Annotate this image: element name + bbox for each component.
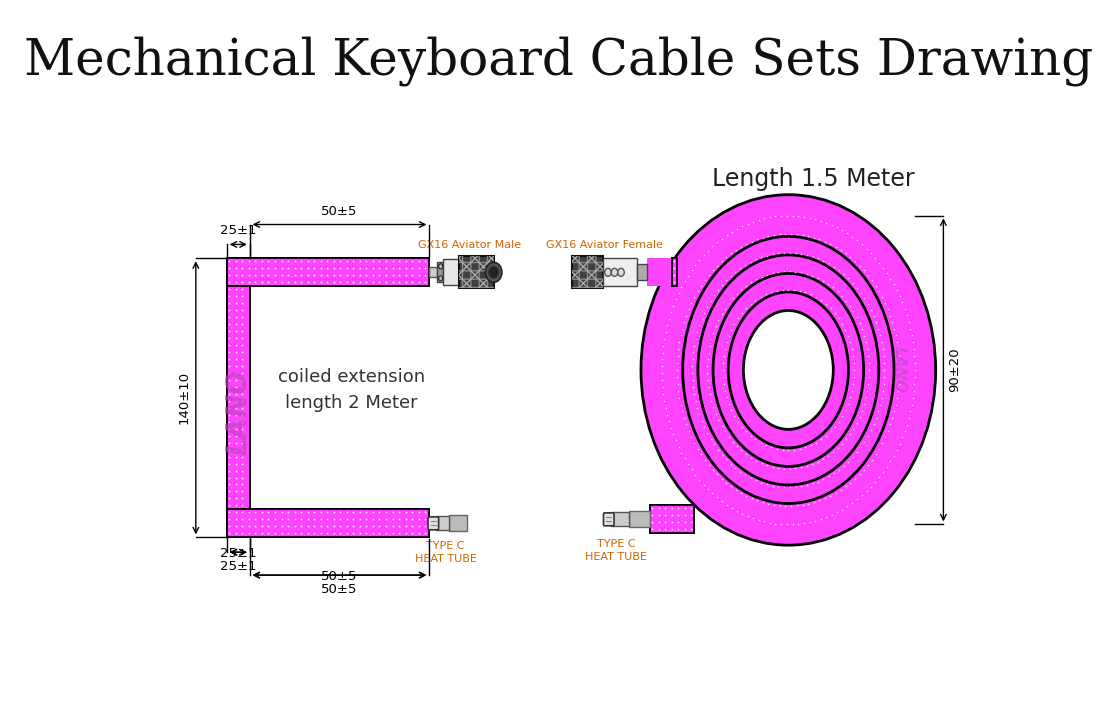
Bar [437,262,443,282]
Text: 50±5: 50±5 [321,204,358,218]
Bar [226,508,430,538]
Bar [436,516,448,530]
Circle shape [751,324,826,416]
Bar [226,286,250,510]
Text: LANO: LANO [225,369,253,455]
Circle shape [605,269,612,276]
FancyBboxPatch shape [428,517,438,529]
Bar [603,258,637,286]
Bar [650,505,694,533]
Bar [647,258,672,286]
Text: 50±5: 50±5 [321,583,358,596]
Bar [226,257,430,287]
FancyBboxPatch shape [604,513,614,526]
Bar [629,511,650,527]
Bar [671,257,678,287]
Bar [227,258,429,286]
Bar [459,257,494,288]
Text: 25±1: 25±1 [220,224,256,238]
Text: GX16 Aviator Female: GX16 Aviator Female [547,240,663,250]
Bar [572,257,603,288]
Bar [572,257,603,288]
Bar [443,259,459,286]
Bar [672,258,676,286]
Text: TYPE C
HEAT TUBE: TYPE C HEAT TUBE [585,539,647,563]
Text: coiled extension
length 2 Meter: coiled extension length 2 Meter [278,367,425,412]
Text: 50±5: 50±5 [321,570,358,583]
Text: Length 1.5 Meter: Length 1.5 Meter [711,166,915,190]
Bar [227,510,429,537]
Bar [448,515,467,532]
Bar [637,264,647,281]
Bar [459,257,494,288]
Circle shape [612,269,618,276]
Bar [227,286,249,510]
Text: LANO: LANO [892,346,907,393]
Circle shape [489,266,499,278]
Bar [227,258,429,286]
Text: TYPE C
HEAT TUBE: TYPE C HEAT TUBE [415,541,476,565]
Bar [648,504,695,534]
Text: Mechanical Keyboard Cable Sets Drawing: Mechanical Keyboard Cable Sets Drawing [25,36,1093,86]
Bar [612,513,629,527]
Circle shape [485,262,502,282]
Bar [572,257,603,288]
Text: 25±1: 25±1 [220,560,256,573]
Text: 90±20: 90±20 [948,348,961,392]
Text: GX16 Aviator Male: GX16 Aviator Male [418,240,522,250]
Circle shape [618,269,624,276]
Circle shape [438,264,443,269]
Bar [672,258,676,286]
Bar [227,510,429,537]
Bar [459,257,494,288]
Bar [650,505,694,533]
Text: 140±10: 140±10 [178,372,191,424]
Text: 25±1: 25±1 [220,547,256,560]
Bar [227,286,249,510]
Bar [429,267,437,277]
Circle shape [438,276,443,281]
